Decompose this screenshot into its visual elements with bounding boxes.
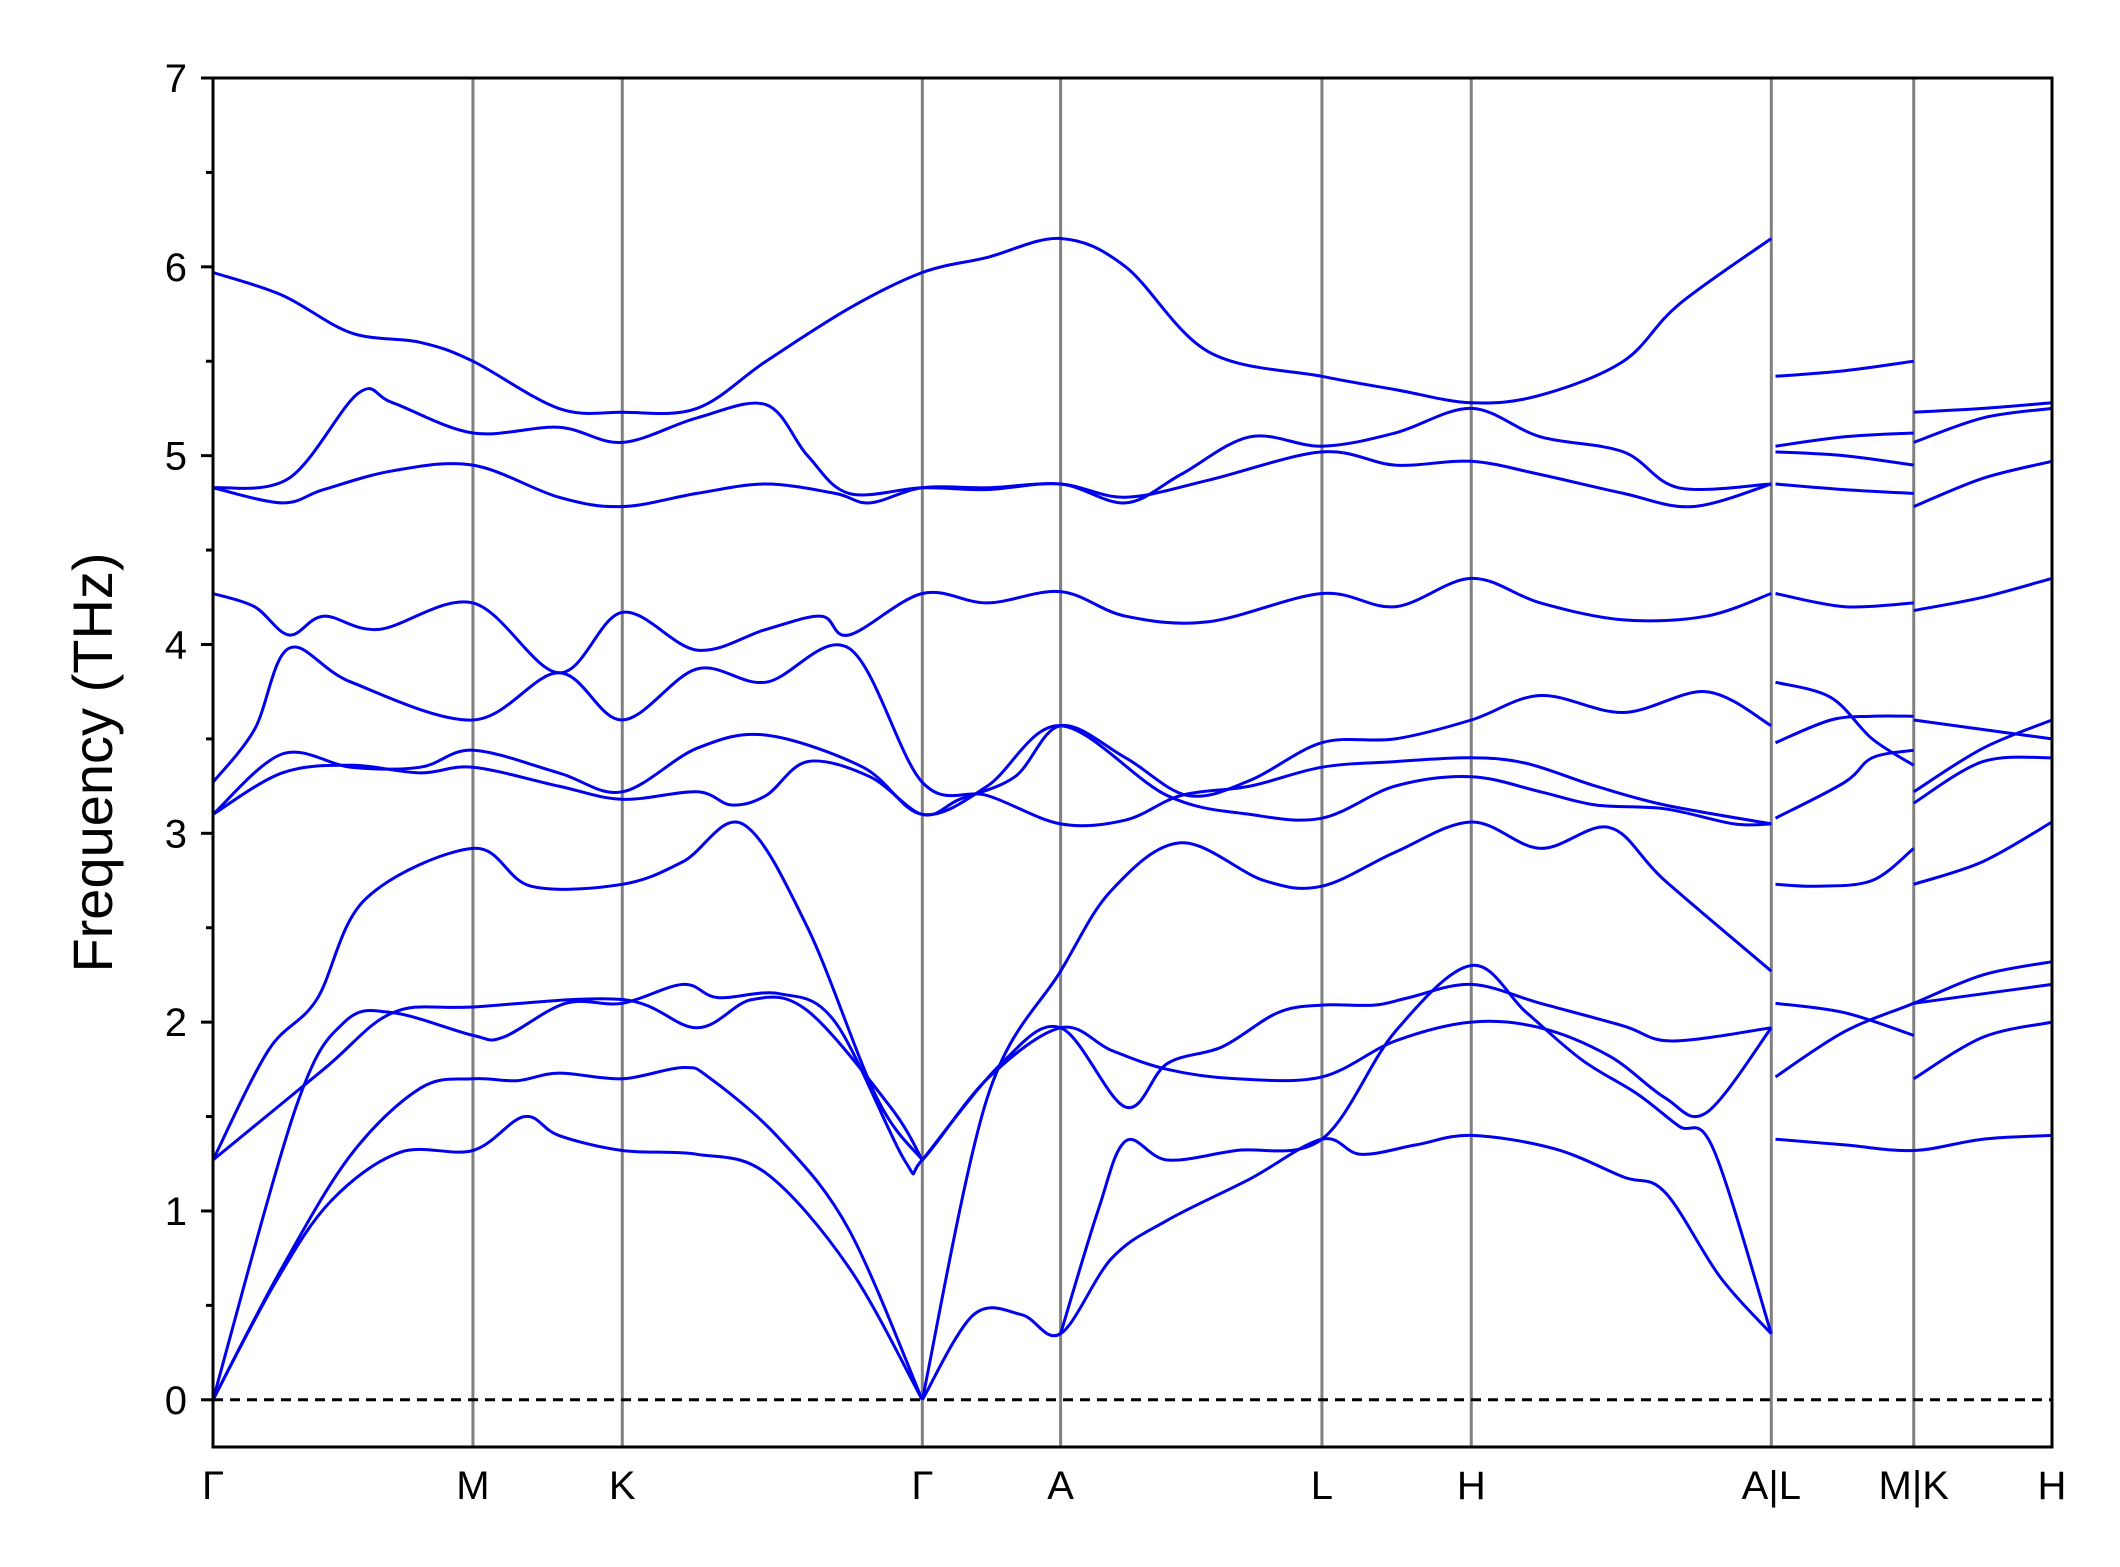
phonon-branches	[211, 236, 2053, 1401]
phonon-branch-6	[920, 820, 1773, 1401]
phonon-branch-36	[1775, 359, 1914, 378]
phonon-branch-20	[1775, 1001, 1915, 1037]
y-tick-label: 5	[165, 435, 187, 479]
y-tick-label: 6	[165, 246, 187, 290]
phonon-branch-4	[211, 820, 924, 1161]
y-tick-label: 7	[165, 57, 187, 101]
phonon-branch-31	[1775, 592, 1914, 609]
x-tick-label: K	[609, 1464, 636, 1508]
phonon-branch-25	[1774, 748, 1914, 820]
y-tick-label: 4	[165, 623, 187, 667]
phonon-branch-30	[1913, 718, 2053, 741]
y-tick-label: 3	[165, 812, 187, 856]
phonon-branch-21	[1912, 1020, 2053, 1081]
phonon-branch-8	[1059, 963, 1773, 1335]
phonon-branch-15	[212, 387, 1772, 505]
phonon-branch-16	[212, 236, 1773, 415]
x-tick-label: A|L	[1742, 1464, 1801, 1508]
phonon-branch-39	[1913, 401, 2053, 414]
phonon-branch-26	[1774, 714, 1914, 745]
phonon-branch-23	[1775, 847, 1915, 888]
phonon-branch-28	[1912, 755, 2053, 805]
high-symmetry-lines	[471, 78, 1916, 1447]
phonon-branch-12	[211, 643, 1772, 828]
phonon-branch-10	[212, 690, 1773, 817]
plot-frame	[211, 76, 2054, 1449]
phonon-branch-22	[1913, 982, 2053, 1005]
x-tick-label: Γ	[911, 1464, 933, 1508]
x-tick-label: M|K	[1879, 1464, 1950, 1508]
phonon-branch-14	[212, 450, 1772, 509]
y-tick-label: 2	[165, 1001, 187, 1045]
phonon-branch-2	[211, 1114, 924, 1401]
x-tick-label: H	[2038, 1464, 2067, 1508]
y-tick-label: 1	[165, 1190, 187, 1234]
x-axis-ticks: Γ M K Γ A L H A|L M|K H	[202, 1464, 2066, 1508]
phonon-branch-5	[212, 995, 924, 1162]
phonon-branch-1	[211, 982, 1773, 1401]
phonon-branch-19	[1774, 960, 2053, 1079]
phonon-branch-24	[1913, 820, 2053, 886]
phonon-branch-18	[1775, 1133, 2053, 1153]
phonon-branch-11	[212, 724, 1772, 827]
phonon-branch-38	[1913, 406, 2053, 444]
phonon-branch-13	[212, 576, 1772, 675]
phonon-branch-27	[1775, 680, 1915, 767]
phonon-branch-35	[1775, 431, 1914, 448]
phonon-branch-32	[1913, 576, 2053, 612]
x-tick-label: L	[1311, 1464, 1333, 1508]
x-tick-label: A	[1047, 1464, 1074, 1508]
phonon-branch-37	[1913, 459, 2053, 508]
y-tick-label: 0	[165, 1379, 187, 1423]
phonon-branch-7	[921, 1133, 1773, 1401]
phonon-branch-34	[1775, 450, 1914, 467]
x-tick-label: Γ	[202, 1464, 224, 1508]
phonon-branch-9	[921, 982, 1772, 1161]
phonon-branch-3	[211, 1065, 924, 1401]
x-tick-label: H	[1457, 1464, 1486, 1508]
y-axis-title: Frequency (THz)	[61, 552, 124, 972]
y-axis-ticks: 0 1 2 3 4 5 6 7	[165, 57, 213, 1423]
x-tick-label: M	[456, 1464, 489, 1508]
phonon-branch-29	[1912, 718, 2053, 794]
phonon-branch-33	[1775, 482, 1914, 495]
